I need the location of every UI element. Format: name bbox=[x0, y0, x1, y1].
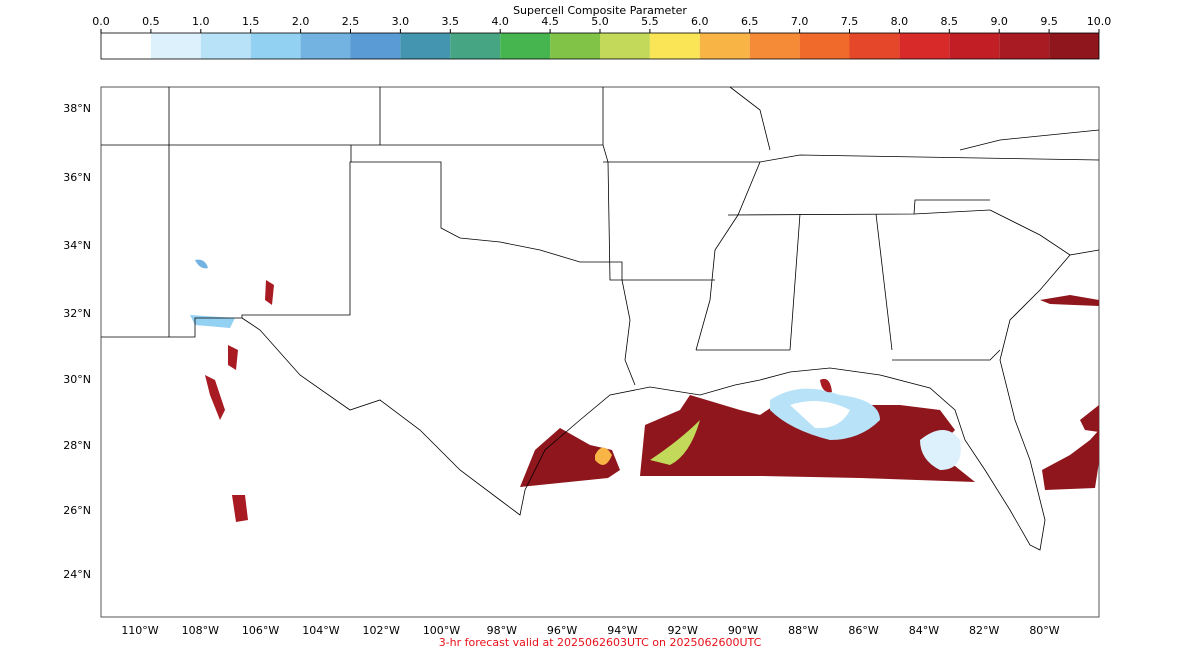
colorbar-swatch bbox=[649, 33, 700, 59]
lat-label: 34°N bbox=[63, 239, 91, 252]
colorbar-tick-label: 5.5 bbox=[641, 15, 659, 28]
colorbar-tick-label: 7.0 bbox=[791, 15, 809, 28]
colorbar-tick-label: 8.0 bbox=[891, 15, 909, 28]
lon-label: 102°W bbox=[363, 624, 400, 637]
colorbar-tick-label: 3.5 bbox=[442, 15, 460, 28]
borders bbox=[101, 86, 1100, 551]
lat-label: 38°N bbox=[63, 102, 91, 115]
colorbar-swatch bbox=[500, 33, 551, 59]
lat-label: 36°N bbox=[63, 171, 91, 184]
colorbar-swatch bbox=[849, 33, 900, 59]
colorbar-tick-label: 4.5 bbox=[541, 15, 559, 28]
colorbar-swatch bbox=[200, 33, 251, 59]
colorbar-tick-label: 7.5 bbox=[841, 15, 859, 28]
colorbar-swatch bbox=[999, 33, 1050, 59]
lon-label: 100°W bbox=[423, 624, 460, 637]
lon-label: 92°W bbox=[668, 624, 698, 637]
colorbar-swatch bbox=[949, 33, 1000, 59]
colorbar-tick-label: 6.5 bbox=[741, 15, 759, 28]
colorbar-tick-label: 9.0 bbox=[990, 15, 1008, 28]
lat-label: 26°N bbox=[63, 504, 91, 517]
lon-label: 94°W bbox=[607, 624, 637, 637]
caption: 3-hr forecast valid at 2025062603UTC on … bbox=[439, 636, 762, 649]
map-fields bbox=[190, 259, 1099, 522]
colorbar-swatch bbox=[350, 33, 401, 59]
colorbar-tick-label: 2.5 bbox=[342, 15, 360, 28]
colorbar-tick-label: 3.0 bbox=[392, 15, 410, 28]
lat-label: 24°N bbox=[63, 568, 91, 581]
lat-labels: 38°N 36°N 34°N 32°N 30°N 28°N 26°N 24°N bbox=[63, 102, 91, 581]
lon-label: 84°W bbox=[909, 624, 939, 637]
colorbar-swatch bbox=[699, 33, 750, 59]
lon-labels: 110°W 108°W 106°W 104°W 102°W 100°W 98°W 96°W 94… bbox=[121, 624, 1059, 637]
colorbar-tick-label: 4.0 bbox=[491, 15, 509, 28]
colorbar-tick-label: 2.0 bbox=[292, 15, 310, 28]
colorbar-swatch bbox=[899, 33, 950, 59]
colorbar-swatch bbox=[450, 33, 501, 59]
lon-label: 98°W bbox=[487, 624, 517, 637]
lat-label: 28°N bbox=[63, 439, 91, 452]
lat-label: 30°N bbox=[63, 373, 91, 386]
colorbar-tick-label: 9.5 bbox=[1040, 15, 1058, 28]
colorbar-swatch bbox=[600, 33, 650, 59]
colorbar-tick-label: 0.5 bbox=[142, 15, 160, 28]
colorbar-swatch bbox=[150, 33, 201, 59]
colorbar-swatch bbox=[799, 33, 850, 59]
lat-label: 32°N bbox=[63, 307, 91, 320]
colorbar-swatch bbox=[749, 33, 800, 59]
colorbar-tick-label: 1.0 bbox=[192, 15, 210, 28]
lon-label: 86°W bbox=[848, 624, 878, 637]
colorbar: 0.0 0.5 1.0 1.5 2.0 2.5 3.0 3.5 4.0 4.5 5.0 5.5 6.0 6… bbox=[92, 15, 1112, 60]
lon-label: 108°W bbox=[182, 624, 219, 637]
colorbar-tick-label: 6.0 bbox=[691, 15, 709, 28]
lon-label: 88°W bbox=[788, 624, 818, 637]
lon-label: 106°W bbox=[242, 624, 279, 637]
lon-label: 82°W bbox=[969, 624, 999, 637]
lon-label: 110°W bbox=[121, 624, 158, 637]
colorbar-tick-label: 8.5 bbox=[941, 15, 959, 28]
lon-label: 104°W bbox=[302, 624, 339, 637]
colorbar-swatch bbox=[250, 33, 301, 59]
colorbar-tick-label: 10.0 bbox=[1087, 15, 1112, 28]
colorbar-tick-label: 1.5 bbox=[242, 15, 260, 28]
map-frame bbox=[100, 86, 1100, 618]
colorbar-tick-label: 5.0 bbox=[591, 15, 609, 28]
colorbar-swatch bbox=[1049, 33, 1099, 59]
colorbar-title: Supercell Composite Parameter bbox=[513, 4, 687, 17]
colorbar-tick-label: 0.0 bbox=[92, 15, 110, 28]
colorbar-swatch bbox=[101, 33, 151, 59]
lon-label: 80°W bbox=[1029, 624, 1059, 637]
colorbar-swatch bbox=[300, 33, 351, 59]
lon-label: 96°W bbox=[547, 624, 577, 637]
colorbar-swatch bbox=[400, 33, 451, 59]
lon-label: 90°W bbox=[728, 624, 758, 637]
colorbar-swatch bbox=[550, 33, 600, 59]
